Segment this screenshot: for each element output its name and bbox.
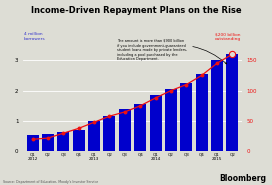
Text: 4 million
borrowers: 4 million borrowers: [24, 32, 45, 41]
Bar: [165, 89, 177, 152]
Bar: [226, 54, 239, 152]
Bar: [134, 104, 146, 152]
Text: The amount is more than $900 billion
if you include government-guaranteed
studen: The amount is more than $900 billion if …: [117, 39, 227, 64]
Bar: [57, 132, 69, 152]
Bar: [42, 134, 54, 152]
Text: Source: Department of Education, Moody's Investor Service: Source: Department of Education, Moody's…: [3, 180, 98, 184]
Bar: [88, 121, 100, 152]
Bar: [196, 74, 208, 152]
Bar: [150, 95, 162, 152]
Bar: [211, 60, 223, 152]
Text: $200 billion
outstanding: $200 billion outstanding: [215, 33, 241, 41]
Text: Bloomberg: Bloomberg: [220, 174, 267, 183]
Bar: [119, 109, 131, 152]
Bar: [103, 117, 115, 152]
Bar: [27, 135, 39, 152]
Bar: [73, 130, 85, 152]
Text: Income-Driven Repayment Plans on the Rise: Income-Driven Repayment Plans on the Ris…: [31, 6, 241, 15]
Bar: [180, 83, 192, 152]
